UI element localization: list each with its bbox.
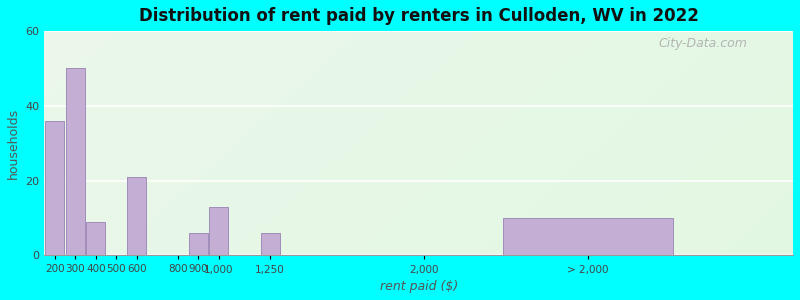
Title: Distribution of rent paid by renters in Culloden, WV in 2022: Distribution of rent paid by renters in … [139,7,698,25]
Text: City-Data.com: City-Data.com [658,38,747,50]
Bar [86,222,105,256]
Bar [46,121,64,256]
Bar [189,233,208,256]
Bar [66,68,85,256]
Bar [127,177,146,256]
Bar [210,207,228,256]
X-axis label: rent paid ($): rent paid ($) [380,280,458,293]
Y-axis label: households: households [7,107,20,178]
Bar [503,218,673,256]
Bar [261,233,279,256]
